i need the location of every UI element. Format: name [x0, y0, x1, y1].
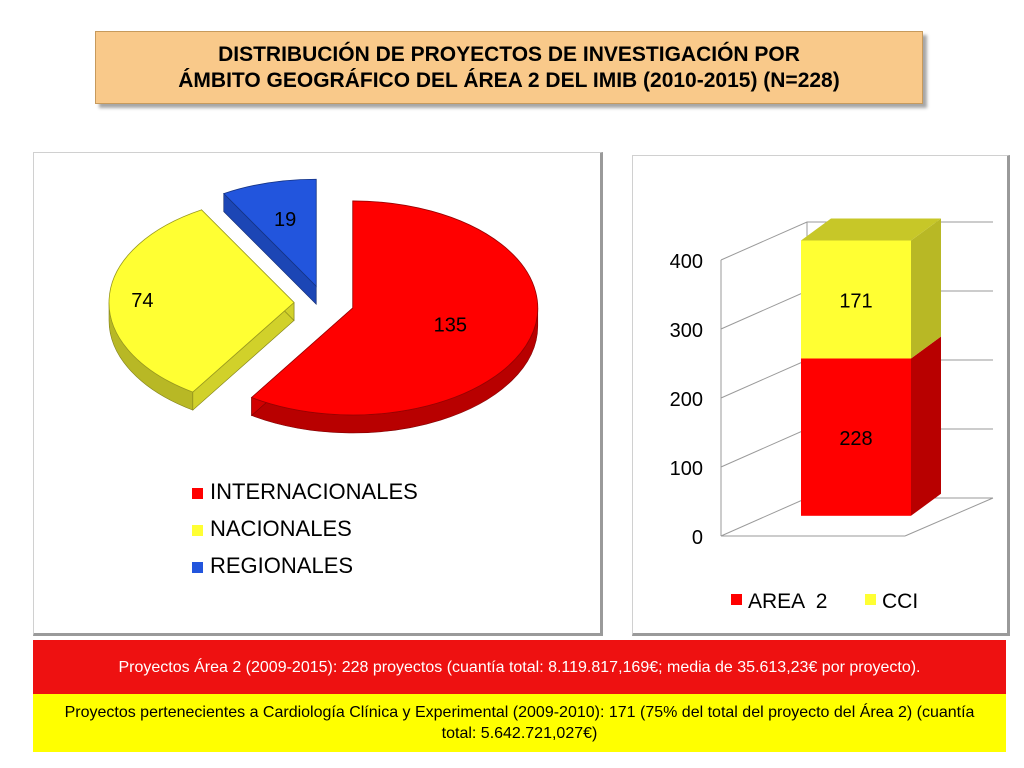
bar-data-label-0: 228: [839, 428, 872, 450]
pie-legend-label-1: NACIONALES: [210, 516, 352, 541]
bar-y-tick-3: 300: [670, 320, 703, 342]
pie-data-label-1: 74: [131, 290, 153, 312]
area2-note-text: Proyectos Área 2 (2009-2015): 228 proyec…: [118, 658, 921, 676]
bar-segment-side-0: [911, 336, 941, 516]
bar-y-tick-0: 0: [692, 527, 703, 549]
bar-legend-label-1: CCI: [882, 590, 918, 613]
bar-legend-label-0: AREA 2: [748, 590, 827, 613]
bar-legend-swatch-0: [731, 594, 742, 605]
pie-data-label-2: 19: [274, 209, 296, 231]
bar-chart-panel: 0 100 200 300 400 228 171 AREA 2 CCI: [632, 155, 1010, 636]
pie-data-label-0: 135: [434, 315, 467, 337]
bar-segment-top-1: [801, 218, 941, 241]
pie-slice-nacionales: [108, 209, 295, 393]
chart-title: DISTRIBUCIÓN DE PROYECTOS DE INVESTIGACI…: [95, 31, 923, 104]
bar-y-tick-4: 400: [670, 251, 703, 273]
cci-note: Proyectos pertenecientes a Cardiología C…: [33, 694, 1006, 752]
area2-note: Proyectos Área 2 (2009-2015): 228 proyec…: [33, 640, 1006, 694]
bar-data-label-1: 171: [839, 290, 872, 312]
cci-note-text: Proyectos pertenecientes a Cardiología C…: [64, 704, 975, 742]
bar-legend-swatch-1: [865, 594, 876, 605]
pie-slice-regionales: [222, 178, 317, 288]
pie-chart: 135 74 19 INTERNACIONALES NACIONALES REGIONAL…: [108, 178, 539, 578]
pie-slice-internacionales: [250, 200, 539, 416]
bar-floor-side: [904, 497, 994, 537]
pie-chart-panel: 135 74 19 INTERNACIONALES NACIONALES REGIONAL…: [33, 152, 603, 636]
chart-title-line-2: ÁMBITO GEOGRÁFICO DEL ÁREA 2 DEL IMIB (2…: [178, 68, 840, 92]
pie-legend-label-2: REGIONALES: [210, 553, 353, 578]
chart-title-line-1: DISTRIBUCIÓN DE PROYECTOS DE INVESTIGACI…: [218, 42, 800, 66]
pie-legend-swatch-2: [192, 562, 203, 573]
bar-y-tick-2: 200: [670, 389, 703, 411]
pie-legend-swatch-1: [192, 525, 203, 536]
bar-chart: 0 100 200 300 400 228 171 AREA 2 CCI: [670, 218, 994, 613]
bar-segment-side-1: [911, 218, 941, 359]
bar-segment-1: [801, 240, 911, 359]
pie-legend-swatch-0: [192, 488, 203, 499]
bar-segment-0: [801, 358, 911, 516]
pie-legend-label-0: INTERNACIONALES: [210, 479, 418, 504]
bar-y-tick-1: 100: [670, 458, 703, 480]
